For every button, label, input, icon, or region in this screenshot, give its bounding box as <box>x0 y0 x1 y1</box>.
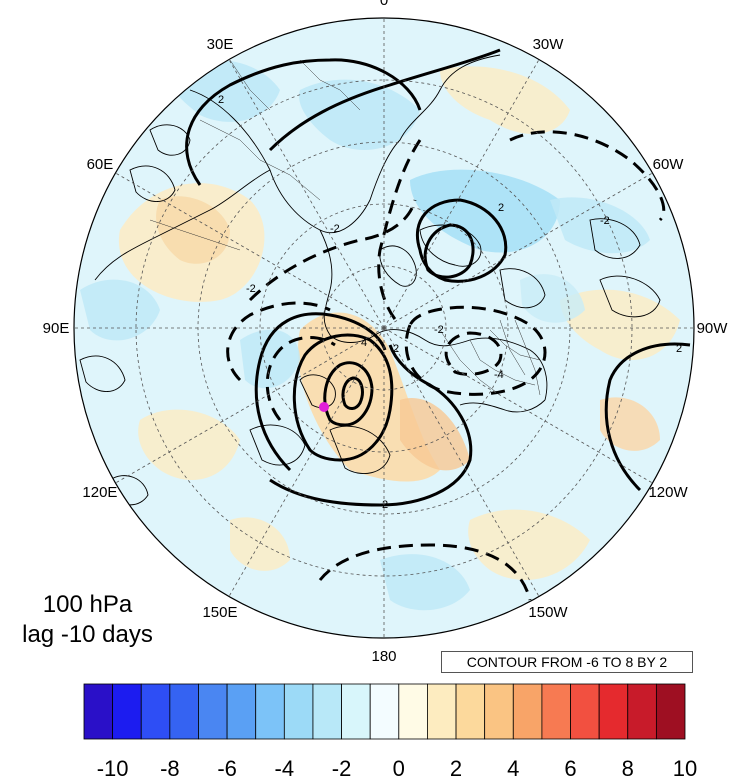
colorbar-box <box>169 683 199 740</box>
contour-label: 2 <box>498 202 504 214</box>
longitude-label: 30E <box>207 36 234 53</box>
colorbar-box <box>484 683 514 740</box>
colorbar-box <box>655 683 686 740</box>
contour-label: -2 <box>246 283 256 295</box>
lag-label: lag -10 days <box>22 621 153 648</box>
borders <box>149 59 541 396</box>
colorbar-boxes <box>83 683 686 740</box>
colorbar-tick-label: 2 <box>450 756 462 779</box>
map-disc: 2 2 2 2 -2 -2 -4 4 -2 2 -2 <box>74 18 694 638</box>
contour-label: 2 <box>218 94 224 106</box>
contour-label: 2 <box>382 499 388 511</box>
colorbar-tick-label: 0 <box>393 756 405 779</box>
colorbar-box <box>541 683 571 740</box>
meridian-line <box>115 172 385 329</box>
colorbar-box <box>255 683 285 740</box>
colorbar-box <box>112 683 142 740</box>
colorbar-tick-label: -8 <box>160 756 180 779</box>
contour-label: -2 <box>600 215 610 227</box>
colorbar-tick-label: 6 <box>564 756 576 779</box>
pressure-level-label: 100 hPa <box>42 591 133 618</box>
longitude-label: 120E <box>82 484 117 501</box>
location-marker <box>319 402 329 412</box>
colorbar-tick-label: -2 <box>332 756 352 779</box>
meridian-line <box>383 59 540 329</box>
contour-label: -2 <box>434 324 444 336</box>
colorbar-box <box>398 683 428 740</box>
colorbar-box <box>198 683 228 740</box>
meridian-line <box>115 327 385 484</box>
colorbar-box <box>598 683 629 740</box>
colorbar-box <box>427 683 457 740</box>
colorbar-box <box>369 683 400 740</box>
colorbar-box <box>226 683 257 740</box>
meridian-line <box>383 327 540 597</box>
longitude-label: 150E <box>202 604 237 621</box>
contours <box>185 48 691 507</box>
colorbar-tick-label: 8 <box>622 756 634 779</box>
map-border <box>73 17 695 639</box>
contour-info-box: CONTOUR FROM -6 TO 8 BY 2 <box>441 651 693 673</box>
contour-label: 4 <box>361 337 367 349</box>
longitude-label: 0 <box>380 0 388 9</box>
colorbar-tick-label: 4 <box>507 756 519 779</box>
longitude-label: 150W <box>528 604 568 621</box>
meridian-line <box>383 327 653 484</box>
meridian-line <box>228 327 385 597</box>
longitude-label: 60E <box>87 156 114 173</box>
colorbar: -10 -8 -6 -4 -2 0 2 4 6 8 10 <box>83 683 698 779</box>
colorbar-tick-label: -10 <box>97 756 129 779</box>
contour-label: -4 <box>494 369 504 381</box>
longitude-label: 90E <box>43 320 70 337</box>
meridian-line <box>383 172 653 329</box>
colorbar-box <box>140 683 171 740</box>
contour-label: 2 <box>393 343 399 355</box>
colorbar-tick-label: 10 <box>673 756 697 779</box>
plot-label: 100 hPa lag -10 days <box>0 590 175 650</box>
contour-label-group: 2 2 2 2 -2 -2 -4 4 -2 2 -2 <box>218 94 682 511</box>
longitude-label: 30W <box>533 36 565 53</box>
colorbar-box <box>627 683 657 740</box>
colorbar-tick-label: -6 <box>217 756 237 779</box>
meridian-lines <box>74 18 694 638</box>
anomaly-shading <box>80 59 680 611</box>
colorbar-box <box>83 683 114 740</box>
longitude-labels: 0 30W 60W 90W 120W 150W 180 150E 120E 90E 60E 30E <box>43 0 729 665</box>
colorbar-box <box>312 683 342 740</box>
coastlines <box>79 54 661 590</box>
meridian-line <box>228 59 385 329</box>
colorbar-box <box>283 683 314 740</box>
longitude-label: 120W <box>648 484 688 501</box>
colorbar-tick-labels: -10 -8 -6 -4 -2 0 2 4 6 8 10 <box>97 756 698 779</box>
negative-contours <box>226 130 666 601</box>
longitude-label: 60W <box>653 156 685 173</box>
contour-label: -2 <box>330 223 340 235</box>
colorbar-tick-label: -4 <box>275 756 295 779</box>
longitude-label: 90W <box>697 320 729 337</box>
contour-label: 2 <box>676 343 682 355</box>
colorbar-box <box>570 683 600 740</box>
colorbar-box <box>341 683 371 740</box>
colorbar-box <box>455 683 486 740</box>
colorbar-box <box>512 683 543 740</box>
longitude-label: 180 <box>371 648 396 665</box>
